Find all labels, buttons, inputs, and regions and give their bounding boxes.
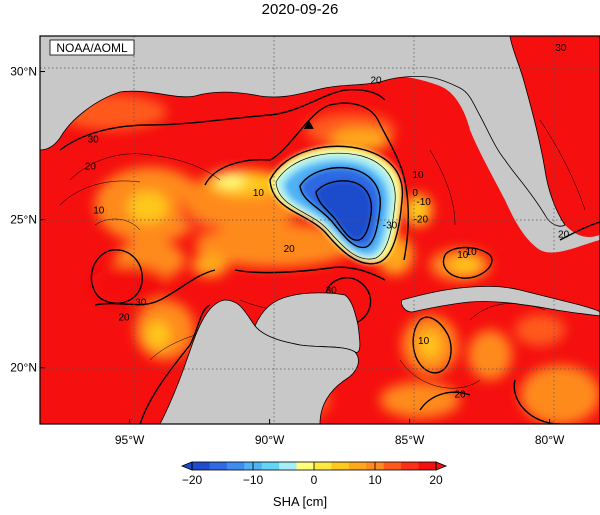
atlantic-water [510,36,600,237]
colorbar-label: SHA [cm] [272,494,328,509]
lon-tick-label: 90°W [255,433,285,447]
source-label: NOAA/AOML [56,41,128,55]
cuba-island [401,285,600,317]
contour-label: 30 [88,135,100,146]
colorbar-swatch [383,462,402,470]
map-plot-area: 3020101020100-10-20-30203030201020101020… [40,36,600,424]
contour-label: 10 [93,206,105,217]
contour-label: -20 [414,215,429,226]
contour-label: 20 [118,312,130,323]
latitude-axis: 30°N 25°N 20°N [10,65,45,375]
north-american-coast [40,36,566,227]
central-america [159,299,359,424]
colorbar-tick-label: 0 [311,473,318,487]
colorbar-swatch [261,462,280,470]
colorbar-swatch [348,462,367,470]
lon-tick-label: 80°W [535,433,565,447]
colorbar-max-arrow [435,461,448,471]
contour-label: 10 [418,336,430,347]
lon-tick-label: 95°W [115,433,145,447]
graticule [40,36,600,424]
contour-labels: 3020101020100-10-20-30203030201020101020… [85,43,570,401]
lat-tick-label: 30°N [10,65,37,79]
colorbar-swatch [226,462,245,470]
colorbar-min-arrow [180,461,193,471]
contour-label: 20 [85,161,97,172]
lat-tick-label: 25°N [10,213,37,227]
contour-label: 10 [457,250,469,261]
coastlines [40,36,600,424]
contour-label: 30 [326,286,338,297]
contour-label: 10 [412,170,424,181]
colorbar-swatch [401,462,420,470]
contour-lines [59,88,600,424]
contour-label: 0 [412,188,418,199]
contour-label: 20 [558,229,570,240]
source-label-box: NOAA/AOML [49,39,135,56]
longitude-axis: 95°W 90°W 85°W 80°W [115,419,565,447]
lat-tick-label: 20°N [10,361,37,375]
colorbar-swatch [279,462,298,470]
map-frame [39,35,600,425]
colorbar-tick-label: −10 [243,473,264,487]
colorbar: −20 −10 0 10 20 [180,461,448,487]
contour-label: 20 [370,75,382,86]
contour-label: 10 [253,188,265,199]
lon-tick-label: 85°W [395,433,425,447]
contour-label: 20 [284,244,296,255]
contour-label: 30 [555,43,567,54]
contour-label: 20 [454,389,466,400]
colorbar-swatch [331,462,350,470]
contour-label: -10 [416,197,431,208]
contour-label: -30 [383,221,398,232]
colorbar-tick-label: 20 [429,473,443,487]
contour-label: 10 [466,247,478,258]
contour-label: 30 [135,298,147,309]
colorbar-swatch [314,462,332,470]
colorbar-swatch [192,462,210,470]
colorbar-tick-label: −20 [182,473,203,487]
colorbar-swatch [209,462,228,470]
colorbar-swatch [418,462,437,470]
station-marker-triangle [303,119,314,129]
map-title: 2020-09-26 [261,1,339,18]
colorbar-swatch [296,462,315,470]
anomaly-shading [57,94,600,424]
colorbar-tick-label: 10 [368,473,382,487]
